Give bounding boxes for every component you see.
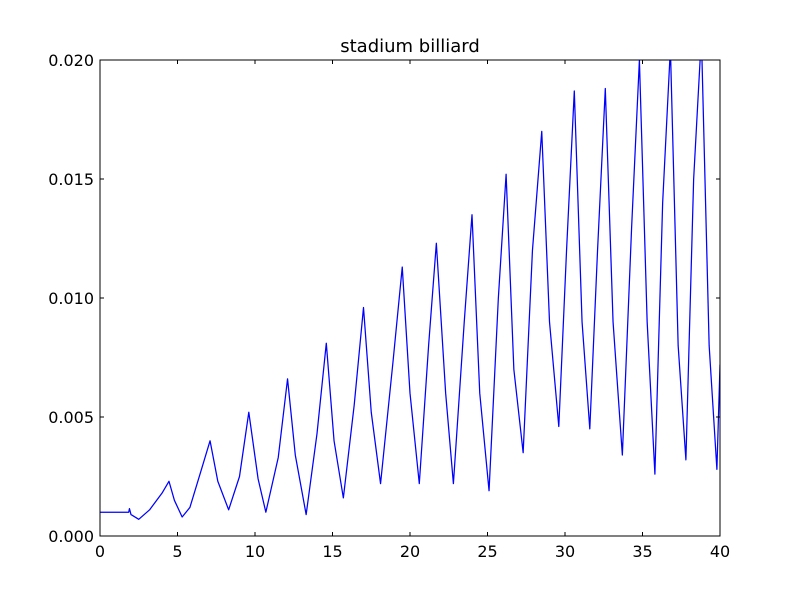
- y-tick-label: 0.020: [48, 51, 94, 70]
- x-tick-label: 10: [245, 542, 265, 561]
- series-line: [100, 60, 720, 520]
- x-tick-label: 20: [400, 542, 420, 561]
- x-tick-label: 0: [95, 542, 105, 561]
- plot-area: [100, 60, 720, 536]
- plot-content: [100, 60, 720, 520]
- x-tick-label: 25: [477, 542, 497, 561]
- y-tick-label: 0.010: [48, 289, 94, 308]
- x-tick-label: 30: [555, 542, 575, 561]
- y-tick-label: 0.000: [48, 527, 94, 546]
- axis-ticks: 0 5 10 15 20 25 30 35 40 0.000 0.005 0.010 0.015 0.02…: [48, 51, 730, 561]
- x-tick-label: 40: [710, 542, 730, 561]
- y-tick-label: 0.015: [48, 170, 94, 189]
- chart-title: stadium billiard: [340, 36, 480, 57]
- x-tick-label: 5: [172, 542, 182, 561]
- x-tick-label: 35: [632, 542, 652, 561]
- y-tick-label: 0.005: [48, 408, 94, 427]
- x-tick-label: 15: [322, 542, 342, 561]
